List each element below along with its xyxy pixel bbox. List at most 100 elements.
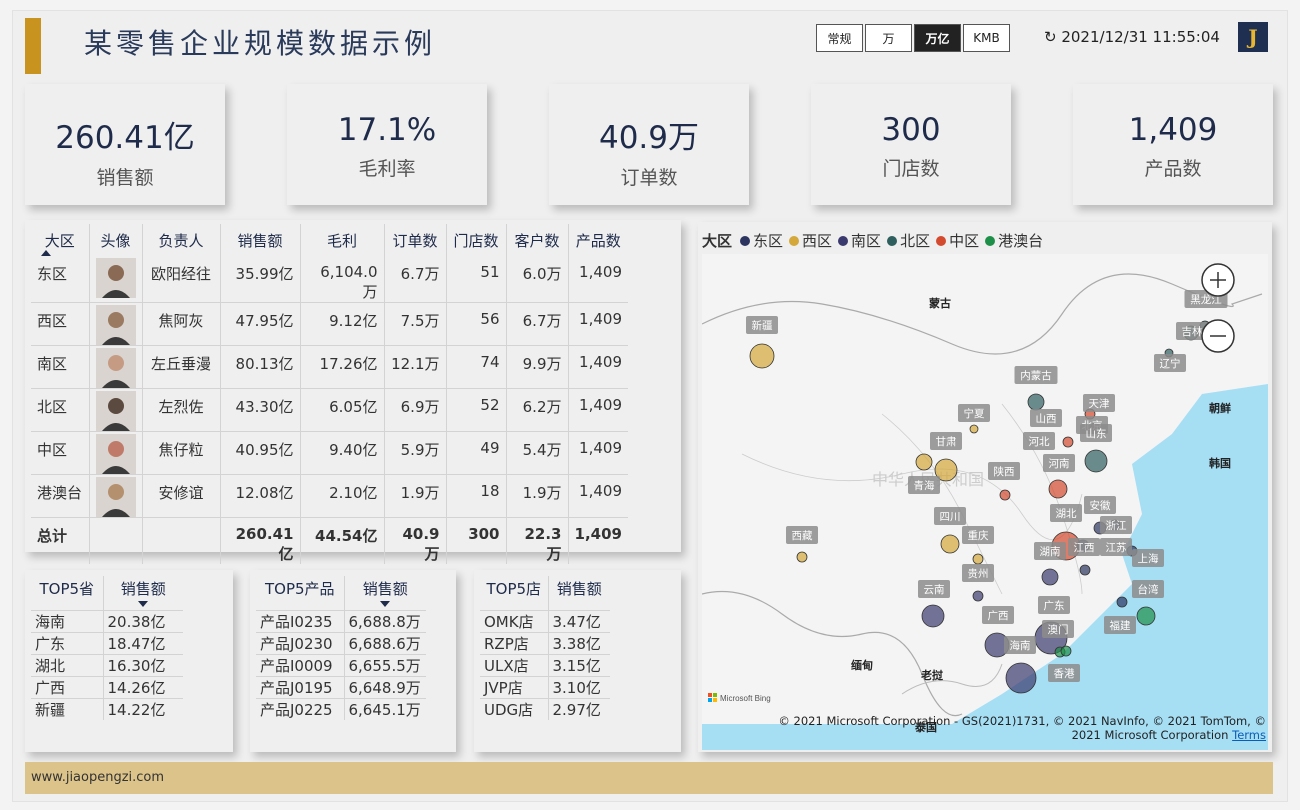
map-bubble[interactable]	[1116, 596, 1128, 608]
legend-item[interactable]: 中区	[936, 230, 979, 251]
legend-item[interactable]: 港澳台	[985, 230, 1043, 251]
list-item[interactable]: 新疆 14.22亿	[31, 697, 183, 720]
unit-button-wanyi[interactable]: 万亿	[914, 24, 961, 52]
map-bubble[interactable]	[749, 343, 775, 369]
footer-link[interactable]: www.jiaopengzi.com	[31, 770, 165, 785]
column-header-avatar[interactable]: 头像	[89, 224, 143, 256]
province-label: 贵州	[962, 564, 994, 582]
avatar	[95, 348, 136, 388]
list-item[interactable]: UDG店 2.97亿	[480, 697, 610, 720]
list-item[interactable]: ULX店 3.15亿	[480, 653, 610, 676]
cell-manager: 焦仔粒	[142, 431, 221, 475]
column-header-sales[interactable]: 销售额	[344, 576, 426, 610]
list-item[interactable]: 产品I0009 6,655.5万	[256, 653, 426, 676]
refresh-timestamp[interactable]: ↻ 2021/12/31 11:55:04	[1044, 28, 1220, 46]
column-header-customers[interactable]: 客户数	[506, 224, 569, 256]
list-item[interactable]: 产品I0235 6,688.8万	[256, 609, 426, 632]
map-bubble[interactable]	[934, 458, 958, 482]
svg-text:台湾: 台湾	[1138, 583, 1160, 596]
column-header-region[interactable]: 大区	[31, 224, 90, 256]
list-item[interactable]: 广东 18.47亿	[31, 631, 183, 654]
legend-item[interactable]: 南区	[838, 230, 881, 251]
table-row[interactable]: 港澳台 安修谊 12.08亿 2.10亿 1.9万 18 1.9万 1,409	[31, 474, 628, 518]
map-bubble[interactable]	[1027, 393, 1045, 411]
legend-item[interactable]: 东区	[740, 230, 783, 251]
cell-value: 6,648.9万	[344, 675, 426, 698]
map-bubble[interactable]	[1005, 662, 1037, 694]
cell-products: 1,409	[568, 302, 628, 346]
unit-button-normal[interactable]: 常规	[816, 24, 863, 52]
cell-manager: 左丘垂漫	[142, 345, 221, 389]
map-bubble[interactable]	[1062, 436, 1074, 448]
cell-profit: 6.05亿	[300, 388, 385, 432]
column-header-products[interactable]: 产品数	[575, 231, 621, 250]
cell-name: 产品I0235	[256, 609, 345, 632]
map-bubble[interactable]	[1060, 645, 1072, 657]
kpi-label: 毛利率	[358, 158, 416, 180]
table-row[interactable]: 西区 焦阿灰 47.95亿 9.12亿 7.5万 56 6.7万 1,409	[31, 302, 628, 346]
terms-link[interactable]: Terms	[1232, 728, 1266, 742]
province-label: 台湾	[1132, 580, 1164, 598]
column-header-manager[interactable]: 负责人	[142, 224, 221, 256]
column-header-stores[interactable]: 门店数	[446, 224, 507, 256]
total-cell	[142, 517, 221, 564]
map-bubble[interactable]	[915, 453, 933, 471]
map-bubble[interactable]	[969, 424, 979, 434]
unit-button-kmb[interactable]: KMB	[963, 24, 1010, 52]
legend-item[interactable]: 北区	[887, 230, 930, 251]
province-label: 宁夏	[958, 404, 990, 422]
column-header-profit[interactable]: 毛利	[300, 224, 385, 256]
province-label: 新疆	[746, 316, 778, 334]
list-item[interactable]: JVP店 3.10亿	[480, 675, 610, 698]
list-item[interactable]: 产品J0225 6,645.1万	[256, 697, 426, 720]
map-bubble[interactable]	[972, 553, 984, 565]
map-bubble[interactable]	[1136, 606, 1156, 626]
list-item[interactable]: RZP店 3.38亿	[480, 631, 610, 654]
unit-button-wan[interactable]: 万	[865, 24, 912, 52]
map-bubble[interactable]	[921, 604, 945, 628]
total-cell: 22.3万	[506, 517, 569, 564]
sort-descending-icon	[380, 601, 391, 607]
map-bubble[interactable]	[999, 489, 1011, 501]
map-bubble[interactable]	[1048, 479, 1068, 499]
svg-text:河南: 河南	[1049, 457, 1070, 470]
list-item[interactable]: 产品J0195 6,648.9万	[256, 675, 426, 698]
legend-item[interactable]: 西区	[789, 230, 832, 251]
cell-manager: 安修谊	[142, 474, 221, 518]
list-item[interactable]: 广西 14.26亿	[31, 675, 183, 698]
column-header-store[interactable]: TOP5店	[480, 576, 549, 610]
table-row[interactable]: 东区 欧阳经往 35.99亿 6,104.0万 6.7万 51 6.0万 1,409	[31, 256, 628, 303]
cell-sales: 40.95亿	[220, 431, 301, 475]
sea-area-korea	[1202, 444, 1268, 514]
legend-label: 西区	[802, 232, 833, 250]
column-header-product[interactable]: TOP5产品	[256, 576, 345, 610]
map-bubble[interactable]	[796, 551, 808, 563]
table-row[interactable]: 南区 左丘垂漫 80.13亿 17.26亿 12.1万 74 9.9万 1,409	[31, 345, 628, 389]
list-item[interactable]: OMK店 3.47亿	[480, 609, 610, 632]
avatar	[95, 434, 136, 474]
column-header-province[interactable]: TOP5省	[31, 576, 104, 610]
column-header-orders[interactable]: 订单数	[384, 224, 447, 256]
zoom-in-button[interactable]	[1201, 263, 1235, 297]
map-bubble[interactable]	[1041, 568, 1059, 586]
list-item[interactable]: 海南 20.38亿	[31, 609, 183, 632]
table-row[interactable]: 北区 左烈佐 43.30亿 6.05亿 6.9万 52 6.2万 1,409	[31, 388, 628, 432]
map-attribution: © 2021 Microsoft Corporation - GS(2021)1…	[750, 714, 1266, 742]
map-bubble[interactable]	[972, 590, 984, 602]
map-bubble[interactable]	[1084, 449, 1108, 473]
table-row[interactable]: 中区 焦仔粒 40.95亿 9.40亿 5.9万 49 5.4万 1,409	[31, 431, 628, 475]
list-item[interactable]: 产品J0230 6,688.6万	[256, 631, 426, 654]
province-label: 四川	[934, 507, 966, 525]
cell-value: 3.47亿	[548, 609, 610, 632]
cell-name: 产品J0195	[256, 675, 345, 698]
svg-text:西藏: 西藏	[792, 530, 813, 542]
china-map[interactable]: 蒙古朝鲜韩国缅甸老挝泰国中华人民共和国 黑龙江吉林辽宁新疆内蒙古天津北京宁夏山西…	[702, 254, 1268, 750]
column-header-sales[interactable]: 销售额	[103, 576, 183, 610]
column-header-sales[interactable]: 销售额	[556, 580, 602, 598]
map-bubble[interactable]	[1079, 564, 1091, 576]
list-item[interactable]: 湖北 16.30亿	[31, 653, 183, 676]
map-bubble[interactable]	[940, 534, 960, 554]
column-header-sales[interactable]: 销售额	[220, 224, 301, 256]
zoom-out-button[interactable]	[1201, 319, 1235, 353]
